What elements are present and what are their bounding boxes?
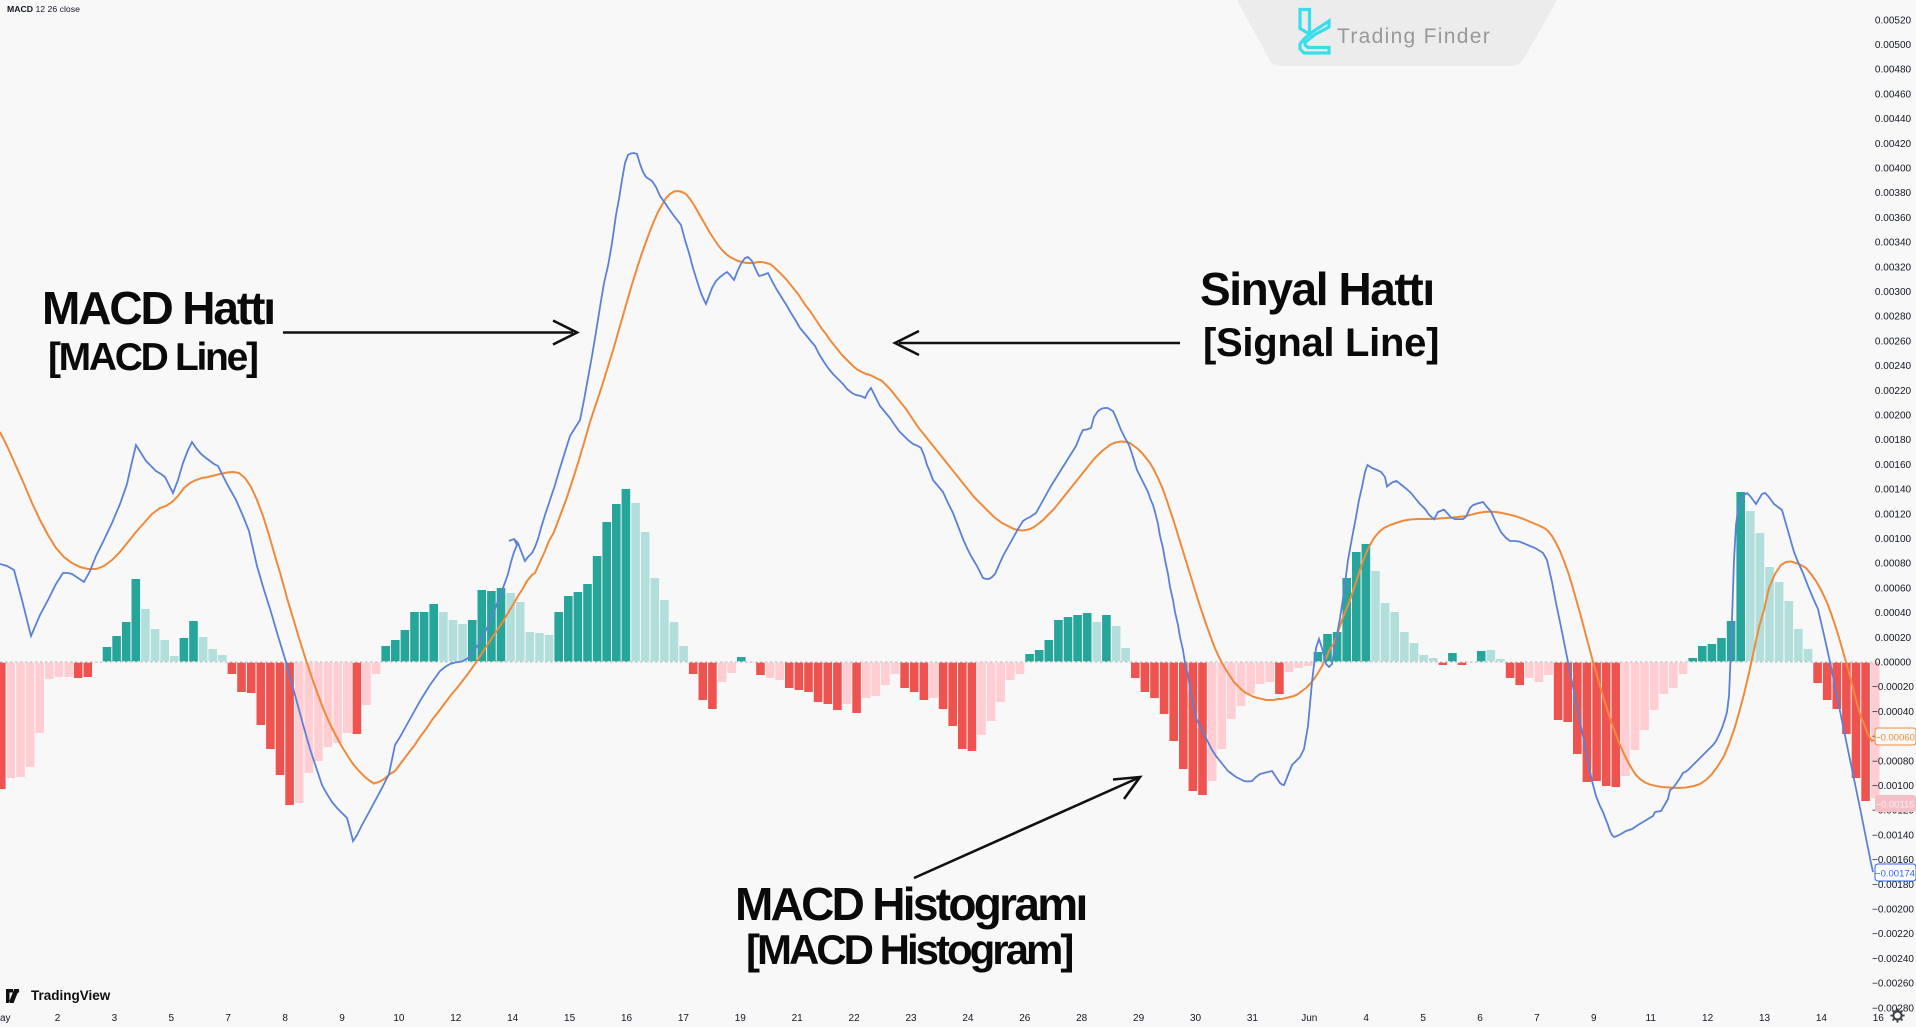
svg-text:0.00200: 0.00200 [1875, 411, 1912, 422]
svg-text:2: 2 [55, 1013, 61, 1024]
svg-text:10: 10 [393, 1013, 405, 1024]
svg-text:0.00300: 0.00300 [1875, 287, 1912, 298]
svg-text:0.00060: 0.00060 [1875, 583, 1912, 594]
svg-text:16: 16 [621, 1013, 633, 1024]
svg-text:0.00020: 0.00020 [1875, 633, 1912, 644]
svg-text:Trading Finder: Trading Finder [1337, 25, 1491, 48]
svg-text:−0.00200: −0.00200 [1872, 905, 1914, 916]
svg-text:5: 5 [1420, 1013, 1426, 1024]
svg-text:30: 30 [1190, 1013, 1202, 1024]
svg-text:22: 22 [849, 1013, 861, 1024]
svg-text:26: 26 [1019, 1013, 1031, 1024]
svg-text:0.00480: 0.00480 [1875, 65, 1912, 76]
svg-text:11: 11 [1646, 1013, 1657, 1024]
svg-text:0.00260: 0.00260 [1875, 336, 1912, 347]
svg-text:−0.00100: −0.00100 [1872, 781, 1914, 792]
svg-text:19: 19 [735, 1013, 747, 1024]
svg-text:8: 8 [282, 1013, 288, 1024]
svg-text:0.00420: 0.00420 [1875, 139, 1912, 150]
svg-text:5: 5 [169, 1013, 175, 1024]
svg-text:0.00340: 0.00340 [1875, 238, 1912, 249]
svg-text:−0.00140: −0.00140 [1872, 830, 1914, 841]
svg-text:31: 31 [1247, 1013, 1259, 1024]
svg-text:0.00520: 0.00520 [1875, 15, 1912, 26]
svg-text:ay: ay [0, 1013, 11, 1024]
svg-text:0.00500: 0.00500 [1875, 40, 1912, 51]
svg-text:−0.00040: −0.00040 [1872, 707, 1914, 718]
svg-text:21: 21 [792, 1013, 804, 1024]
svg-text:12: 12 [450, 1013, 462, 1024]
svg-text:6: 6 [1477, 1013, 1483, 1024]
svg-text:0.00160: 0.00160 [1875, 460, 1912, 471]
svg-text:17: 17 [678, 1013, 690, 1024]
svg-text:0.00280: 0.00280 [1875, 312, 1912, 323]
svg-text:3: 3 [112, 1013, 118, 1024]
svg-text:0.00040: 0.00040 [1875, 608, 1912, 619]
svg-text:0.00120: 0.00120 [1875, 509, 1912, 520]
svg-text:4: 4 [1363, 1013, 1369, 1024]
svg-text:0.00100: 0.00100 [1875, 534, 1912, 545]
svg-text:0.00320: 0.00320 [1875, 262, 1912, 273]
svg-text:24: 24 [962, 1013, 974, 1024]
svg-text:−0.00240: −0.00240 [1872, 954, 1914, 965]
svg-text:0.00380: 0.00380 [1875, 188, 1912, 199]
svg-text:−0.00174: −0.00174 [1875, 869, 1915, 880]
svg-text:Jun: Jun [1301, 1013, 1317, 1024]
svg-text:0.00460: 0.00460 [1875, 89, 1912, 100]
svg-text:15: 15 [564, 1013, 576, 1024]
svg-text:0.00080: 0.00080 [1875, 559, 1912, 570]
svg-text:23: 23 [905, 1013, 917, 1024]
svg-text:7: 7 [1534, 1013, 1540, 1024]
svg-text:14: 14 [507, 1013, 519, 1024]
svg-text:13: 13 [1759, 1013, 1771, 1024]
svg-text:−0.00080: −0.00080 [1872, 756, 1914, 767]
svg-text:0.00000: 0.00000 [1875, 658, 1912, 669]
svg-text:0.00400: 0.00400 [1875, 164, 1912, 175]
svg-text:−0.00280: −0.00280 [1872, 1003, 1914, 1014]
svg-text:0.00220: 0.00220 [1875, 386, 1912, 397]
svg-text:16: 16 [1873, 1013, 1885, 1024]
svg-text:−0.00180: −0.00180 [1872, 880, 1914, 891]
svg-text:28: 28 [1076, 1013, 1088, 1024]
svg-text:−0.00020: −0.00020 [1872, 682, 1914, 693]
svg-text:−0.00115: −0.00115 [1875, 800, 1914, 811]
svg-text:7: 7 [225, 1013, 231, 1024]
svg-text:29: 29 [1133, 1013, 1145, 1024]
svg-text:0.00140: 0.00140 [1875, 485, 1912, 496]
svg-text:−0.00260: −0.00260 [1872, 979, 1914, 990]
svg-text:−0.00060: −0.00060 [1875, 733, 1915, 744]
svg-text:−0.00160: −0.00160 [1872, 855, 1914, 866]
svg-text:−0.00220: −0.00220 [1872, 929, 1914, 940]
svg-text:14: 14 [1816, 1013, 1828, 1024]
svg-text:0.00240: 0.00240 [1875, 361, 1912, 372]
svg-text:9: 9 [1591, 1013, 1597, 1024]
svg-text:12: 12 [1702, 1013, 1714, 1024]
svg-text:0.00440: 0.00440 [1875, 114, 1912, 125]
svg-text:0.00360: 0.00360 [1875, 213, 1912, 224]
svg-text:0.00180: 0.00180 [1875, 435, 1912, 446]
svg-text:9: 9 [339, 1013, 345, 1024]
